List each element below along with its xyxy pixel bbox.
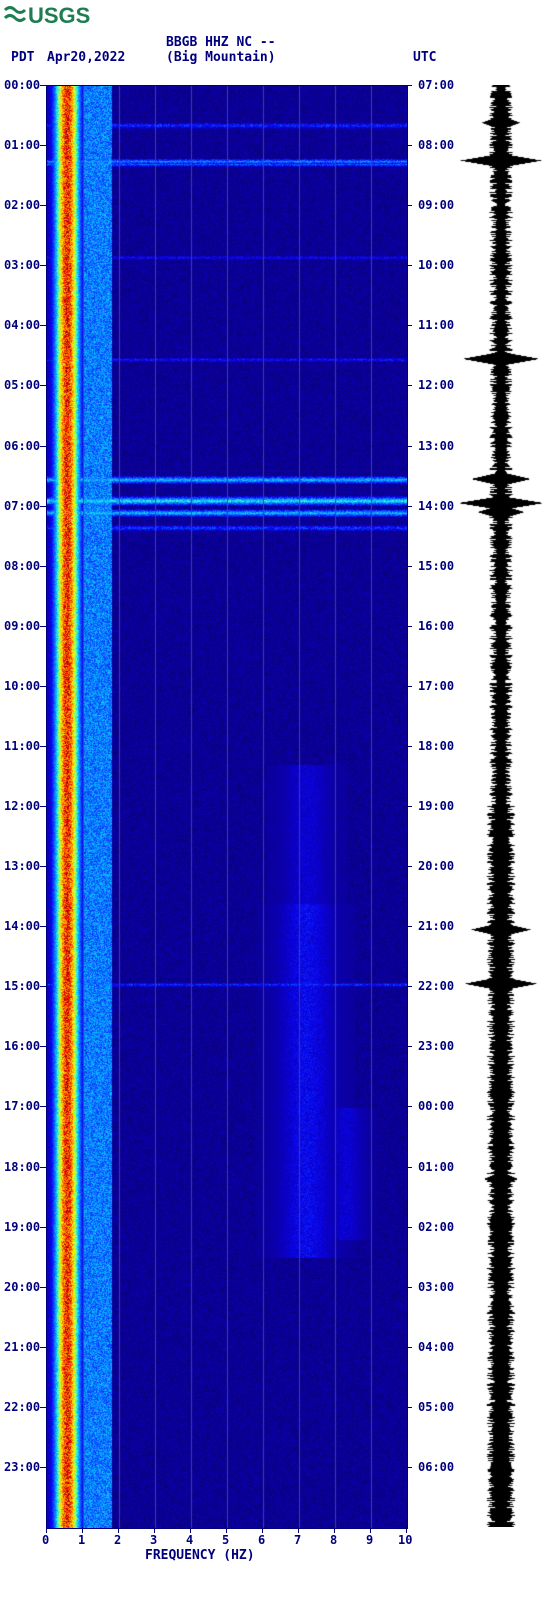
x-tick: 9 [366,1533,373,1547]
page-root: USGS BBGB HHZ NC -- (Big Mountain) PDT A… [0,0,552,1613]
x-tick: 0 [42,1533,49,1547]
x-axis: 0 1 2 3 4 5 6 7 8 9 10 [0,0,552,1613]
x-tick: 10 [398,1533,412,1547]
x-tick: 6 [258,1533,265,1547]
x-axis-label: FREQUENCY (HZ) [145,1548,255,1563]
x-tick: 4 [186,1533,193,1547]
x-tick: 3 [150,1533,157,1547]
x-tick: 1 [78,1533,85,1547]
x-tick: 8 [330,1533,337,1547]
x-tick: 7 [294,1533,301,1547]
x-tick: 5 [222,1533,229,1547]
x-tick: 2 [114,1533,121,1547]
